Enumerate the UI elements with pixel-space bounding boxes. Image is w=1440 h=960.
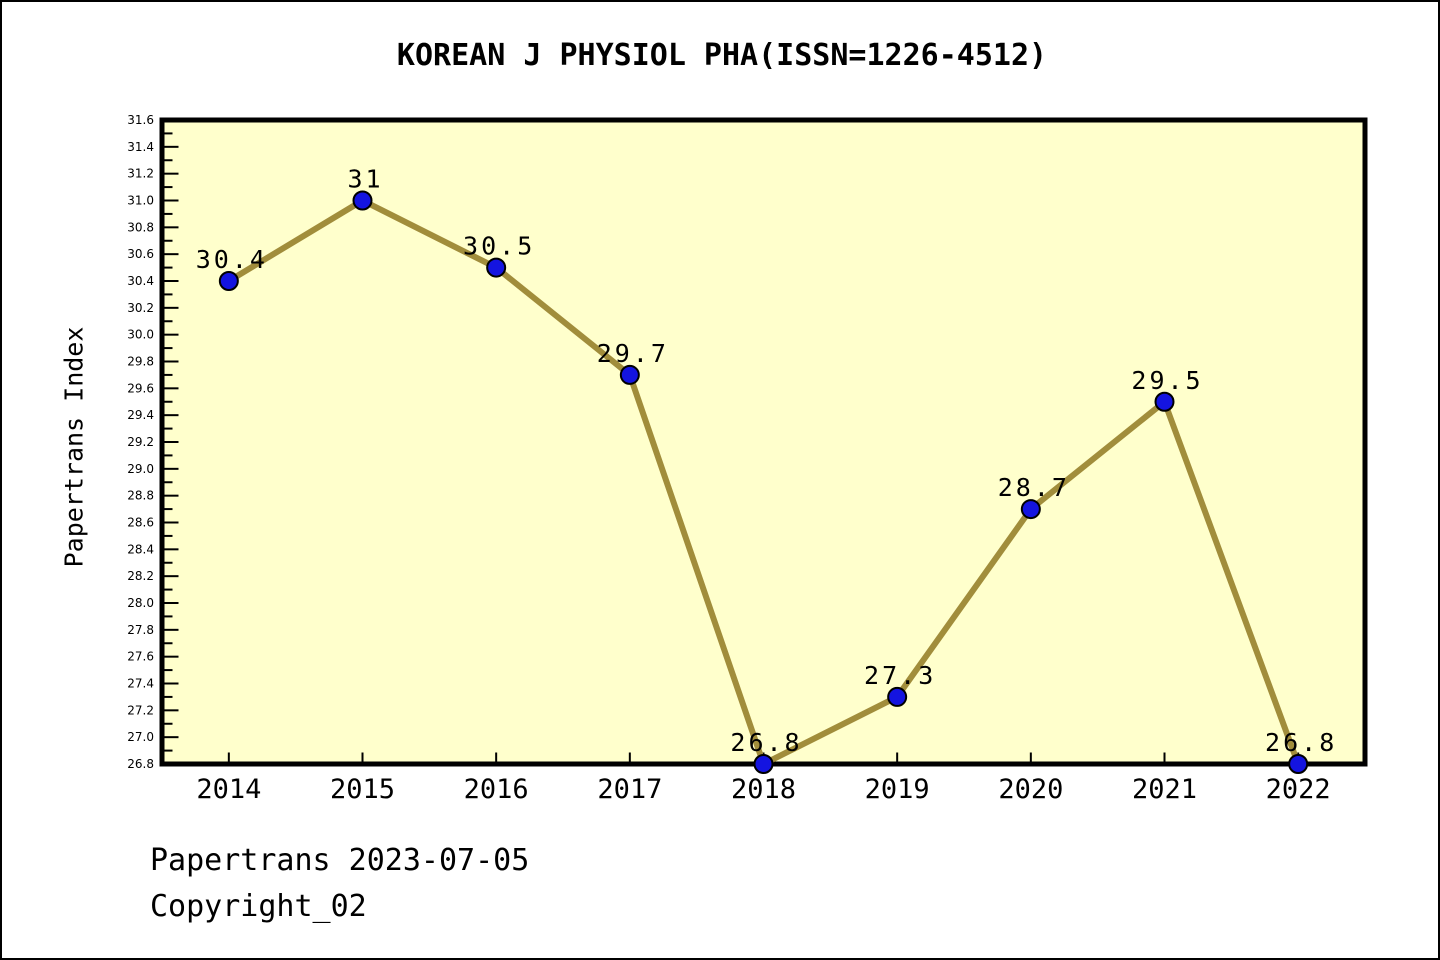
y-axis-tick-label: 30.2 [127, 301, 154, 315]
x-axis-tick-label: 2015 [330, 774, 395, 805]
y-axis-tick-label: 27.0 [127, 730, 154, 744]
data-point-label: 26.8 [730, 728, 802, 757]
data-point [352, 190, 373, 211]
y-axis-tick-label: 31.6 [127, 113, 154, 127]
y-axis-tick-label: 27.2 [127, 703, 154, 717]
x-axis-tick-label: 2020 [998, 774, 1063, 805]
chart-footer: Papertrans 2023-07-05 Copyright_02 [150, 838, 529, 930]
y-axis-tick-label: 26.8 [127, 757, 154, 771]
data-point [619, 364, 640, 385]
x-axis-tick-label: 2016 [464, 774, 529, 805]
data-point [1154, 391, 1175, 412]
y-axis-tick-label: 31.0 [127, 194, 154, 208]
data-point [1020, 499, 1041, 520]
y-axis-tick-label: 30.0 [127, 328, 154, 342]
y-axis-tick-label: 29.2 [127, 435, 154, 449]
data-point [1288, 754, 1309, 774]
y-axis-tick-label: 27.6 [127, 650, 154, 664]
y-axis-tick-label: 28.8 [127, 489, 154, 503]
data-point [218, 271, 239, 291]
x-axis-tick-label: 2018 [731, 774, 796, 805]
y-axis-tick-label: 29.4 [127, 408, 154, 422]
data-point-label: 29.7 [597, 339, 669, 368]
y-axis-tick-label: 30.4 [127, 274, 154, 288]
x-axis-tick-label: 2017 [597, 774, 662, 805]
y-axis-tick-label: 29.0 [127, 462, 154, 476]
data-point-label: 27.3 [864, 661, 936, 690]
footer-date: Papertrans 2023-07-05 [150, 843, 530, 878]
y-axis-tick-label: 28.6 [127, 516, 154, 530]
data-point [887, 686, 908, 707]
plot-background [159, 117, 1368, 767]
y-axis-tick-label: 30.6 [127, 247, 154, 261]
data-point-label: 28.7 [998, 473, 1070, 502]
x-axis-tick-label: 2022 [1266, 774, 1331, 805]
x-axis-tick-label: 2019 [865, 774, 930, 805]
data-point-label: 26.8 [1265, 728, 1337, 757]
y-axis-tick-label: 29.8 [127, 355, 154, 369]
chart-title: KOREAN J PHYSIOL PHA(ISSN=1226-4512) [396, 38, 1048, 73]
data-point-label: 30.4 [196, 245, 268, 274]
data-point [486, 257, 507, 278]
x-axis-tick-label: 2021 [1132, 774, 1197, 805]
y-axis-tick-label: 28.0 [127, 596, 154, 610]
y-axis-tick-label: 31.2 [127, 167, 154, 181]
footer-copyright: Copyright_02 [150, 889, 367, 924]
y-axis-tick-label: 29.6 [127, 381, 154, 395]
data-point [753, 754, 774, 774]
y-axis-tick-label: 27.4 [127, 677, 154, 691]
x-axis-tick-label: 2014 [196, 774, 261, 805]
data-point-label: 30.5 [463, 232, 535, 261]
data-point-label: 31 [347, 165, 383, 194]
y-axis-tick-label: 27.8 [127, 623, 154, 637]
y-axis-tick-label: 28.2 [127, 569, 154, 583]
y-axis-tick-label: 31.4 [127, 140, 154, 154]
y-axis-tick-label: 30.8 [127, 220, 154, 234]
data-point-label: 29.5 [1131, 366, 1203, 395]
y-axis-tick-label: 28.4 [127, 542, 154, 556]
